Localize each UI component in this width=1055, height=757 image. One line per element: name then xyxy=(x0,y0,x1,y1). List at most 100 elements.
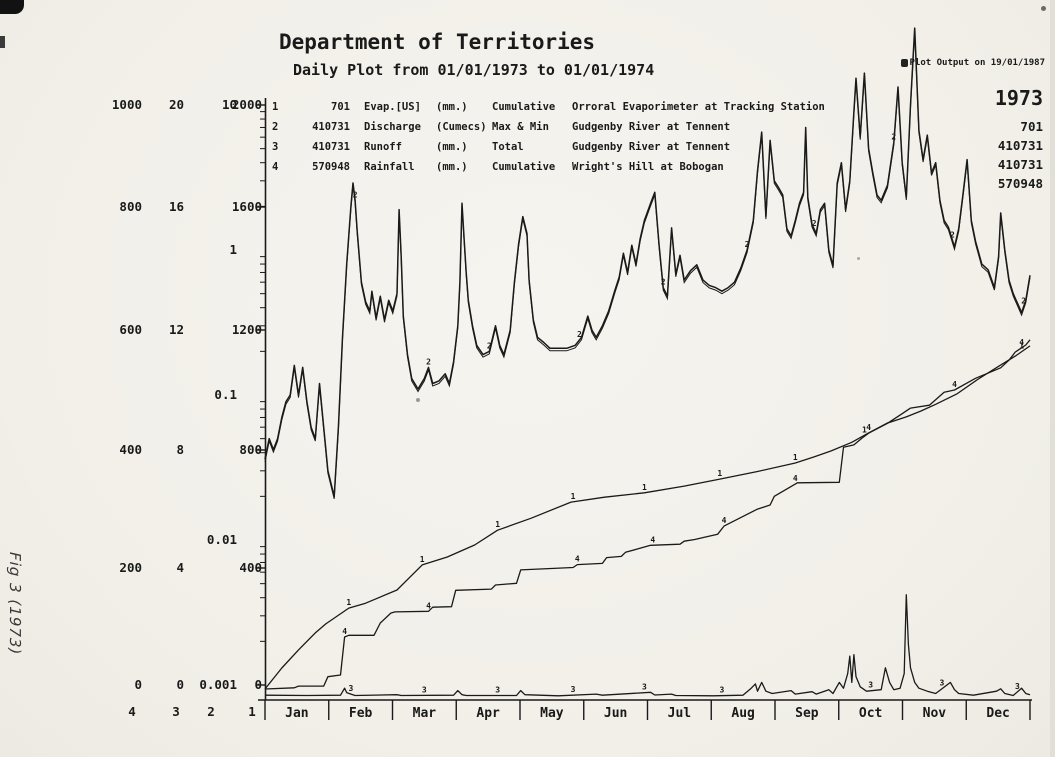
output-note-text: Plot Output on 19/01/1987 xyxy=(909,58,1045,68)
y-axis-label-evap_mm: 800 xyxy=(239,442,262,457)
series-point-label-3: 3 xyxy=(495,686,500,695)
legend-param: Rainfall xyxy=(364,161,415,173)
month-label: Jan xyxy=(285,706,308,721)
y-axis-label-runoff_mm: 8 xyxy=(176,442,184,457)
axis-number-label: 2 xyxy=(207,704,215,719)
series-point-label-1: 1 xyxy=(420,555,425,564)
series-point-label-2: 2 xyxy=(487,341,492,350)
legend-series-number: 4 xyxy=(272,161,279,173)
series-line-4 xyxy=(264,339,1031,690)
y-axis-label-rain_mm: 800 xyxy=(119,199,142,214)
series-point-label-4: 4 xyxy=(575,555,580,564)
y-axis-label-evap_mm: 1600 xyxy=(232,199,262,214)
series-point-label-2: 2 xyxy=(812,219,817,228)
legend-station: 410731 xyxy=(312,121,350,133)
scan-artifact xyxy=(857,257,860,260)
station-id: 410731 xyxy=(997,157,1043,172)
y-axis-label-rain_mm: 600 xyxy=(119,322,142,337)
series-line-2-min xyxy=(264,30,1031,500)
scan-artifact xyxy=(0,0,24,14)
month-label: Mar xyxy=(413,706,437,721)
scan-artifact xyxy=(1041,6,1046,11)
legend-unit: (Cumecs) xyxy=(436,121,487,133)
series-point-label-1: 1 xyxy=(793,453,798,462)
series-point-label-3: 3 xyxy=(719,686,724,695)
series-point-label-1: 1 xyxy=(495,520,500,529)
y-axis-label-discharge_cumecs: 1 xyxy=(229,242,237,257)
printer-mark-icon xyxy=(900,59,908,67)
legend-site: Gudgenby River at Tennent xyxy=(572,141,731,153)
legend-series-number: 3 xyxy=(272,141,279,153)
series-point-label-3: 3 xyxy=(1015,682,1020,691)
legend-station: 570948 xyxy=(312,161,350,173)
y-axis-label-runoff_mm: 16 xyxy=(169,199,184,214)
y-axis-label-rain_mm: 0 xyxy=(134,677,142,692)
legend-station: 701 xyxy=(331,101,350,113)
legend-station: 410731 xyxy=(312,141,350,153)
scan-artifact xyxy=(0,36,5,48)
legend-series-number: 1 xyxy=(272,101,279,113)
series-point-label-2: 2 xyxy=(891,133,896,142)
series-point-label-4: 4 xyxy=(426,601,431,610)
series-point-label-4: 4 xyxy=(952,380,957,389)
legend-unit: (mm.) xyxy=(436,141,468,153)
series-point-label-3: 3 xyxy=(571,685,576,694)
series-point-label-1: 1 xyxy=(717,469,722,478)
legend-site: Wright's Hill at Bobogan xyxy=(572,161,724,173)
series-point-label-3: 3 xyxy=(422,685,427,694)
series-point-label-1: 1 xyxy=(642,483,647,492)
y-axis-label-evap_mm: 2000 xyxy=(232,97,262,112)
month-label: Nov xyxy=(923,706,947,721)
y-axis-label-rain_mm: 200 xyxy=(119,560,142,575)
series-line-1 xyxy=(264,345,1031,690)
page-subtitle: Daily Plot from 01/01/1973 to 01/01/1974 xyxy=(293,61,655,79)
y-axis-label-discharge_cumecs: 0.001 xyxy=(199,677,237,692)
series-point-label-2: 2 xyxy=(661,278,666,287)
series-point-label-4: 4 xyxy=(342,627,347,636)
series-point-label-2: 2 xyxy=(353,190,358,199)
series-point-label-4: 4 xyxy=(1019,338,1024,347)
month-label: Apr xyxy=(476,706,500,721)
series-line-3 xyxy=(264,594,1031,697)
series-point-label-2: 2 xyxy=(1021,296,1026,305)
y-axis-label-discharge_cumecs: 0.01 xyxy=(207,532,237,547)
handwritten-figure-caption: Fig 3 (1973) xyxy=(6,551,24,656)
series-point-label-3: 3 xyxy=(349,684,354,693)
legend-stat: Cumulative xyxy=(492,161,556,173)
series-point-label-2: 2 xyxy=(950,230,955,239)
series-point-label-4: 4 xyxy=(793,474,798,483)
station-id: 701 xyxy=(1020,119,1043,134)
month-label: Feb xyxy=(349,706,373,721)
legend-stat: Max & Min xyxy=(492,121,549,133)
legend-param: Runoff xyxy=(364,141,402,153)
y-axis-label-rain_mm: 400 xyxy=(119,442,142,457)
year-label: 1973 xyxy=(994,86,1043,110)
legend-stat: Cumulative xyxy=(492,101,556,113)
series-point-label-4: 4 xyxy=(650,535,655,544)
y-axis-label-evap_mm: 1200 xyxy=(232,322,262,337)
station-id-column: 701 410731 410731 570948 xyxy=(998,117,1043,193)
y-axis-label-runoff_mm: 20 xyxy=(169,97,184,112)
legend-param: Discharge xyxy=(364,121,421,133)
month-label: Sep xyxy=(795,706,819,721)
y-axis-label-evap_mm: 0 xyxy=(254,677,262,692)
station-id: 570948 xyxy=(997,176,1043,191)
legend-series-number: 2 xyxy=(272,121,279,133)
legend-site: Orroral Evaporimeter at Tracking Station xyxy=(572,101,825,113)
series-point-label-3: 3 xyxy=(868,681,873,690)
series-point-label-4: 4 xyxy=(722,516,727,525)
output-note: Plot Output on 19/01/1987 xyxy=(900,58,1045,68)
month-label: Jun xyxy=(604,706,627,721)
series-point-label-2: 2 xyxy=(577,330,582,339)
scan-artifact xyxy=(416,398,420,402)
scan-edge-shadow xyxy=(1050,0,1055,757)
month-label: Aug xyxy=(731,706,754,721)
series-legend: 1 701 Evap.[US] (mm.) Cumulative Orroral… xyxy=(272,97,825,177)
y-axis-label-runoff_mm: 4 xyxy=(176,560,184,575)
legend-stat: Total xyxy=(492,141,524,153)
axis-number-label: 4 xyxy=(128,704,136,719)
y-axis-label-evap_mm: 400 xyxy=(239,560,262,575)
axis-number-label: 3 xyxy=(172,704,180,719)
